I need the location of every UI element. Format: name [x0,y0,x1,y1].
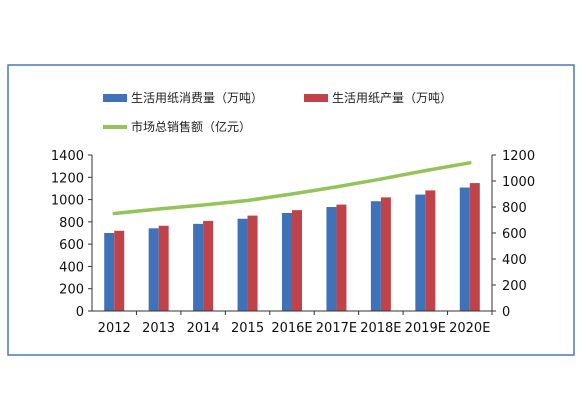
legend-item-sales: 市场总销售额（亿元） [103,119,251,134]
legend-swatch-production [304,94,328,102]
y-left-tick-800: 800 [59,216,84,231]
y-left-tick-400: 400 [59,260,84,275]
bar-consumption-2018E [370,201,381,311]
bar-production-2018E [380,197,391,311]
x-tick-2015: 2015 [231,321,264,336]
x-tick-2020E: 2020E [449,321,490,336]
y-right-tick-600: 600 [502,227,527,242]
y-left-tick-1200: 1200 [51,171,84,186]
legend-swatch-consumption [103,94,127,102]
bar-production-2015 [247,215,258,311]
bar-consumption-2015 [237,218,248,311]
bar-consumption-2013 [148,228,159,311]
y-left-tick-200: 200 [59,283,84,298]
bar-consumption-2017E [326,207,337,311]
x-tick-2014: 2014 [187,321,220,336]
legend-label-production: 生活用纸产量（万吨） [332,91,452,105]
legend-label-consumption: 生活用纸消费量（万吨） [131,91,263,105]
bar-production-2017E [336,204,347,311]
y-right-tick-200: 200 [502,279,527,294]
x-tick-2016E: 2016E [271,321,312,336]
y-right-tick-1200: 1200 [502,149,535,164]
y-right-tick-0: 0 [502,305,510,320]
bar-production-2016E [292,210,302,311]
y-left-tick-1400: 1400 [51,149,84,164]
bar-consumption-2016E [282,212,292,311]
bar-production-2013 [158,225,169,311]
bar-production-2019E [425,190,436,311]
bar-consumption-2014 [193,223,204,311]
y-right-tick-400: 400 [502,253,527,268]
legend-label-sales: 市场总销售额（亿元） [131,119,251,134]
legend-item-consumption: 生活用纸消费量（万吨） [103,91,263,105]
bar-production-2012 [114,230,125,311]
bar-consumption-2012 [104,233,115,311]
y-right-tick-800: 800 [502,201,527,216]
y-left-tick-1000: 1000 [51,194,84,209]
line-sales [112,161,472,216]
y-left-tick-600: 600 [59,238,84,253]
plot-area: 0 200 400 600 800 1000 1200 1400 0 200 400 600 800 10… [51,149,535,336]
x-tick-2013: 2013 [142,321,175,336]
legend-item-production: 生活用纸产量（万吨） [304,91,452,105]
x-tick-2012: 2012 [98,321,131,336]
bar-production-2020E [469,183,480,311]
bar-production-2014 [203,220,214,311]
x-tick-2017E: 2017E [316,321,357,336]
bar-consumption-2019E [415,194,426,311]
x-tick-2019E: 2019E [405,321,446,336]
y-left-tick-0: 0 [76,305,84,320]
x-tick-2018E: 2018E [360,321,401,336]
legend: 生活用纸消费量（万吨） 生活用纸产量（万吨） 市场总销售额（亿元） [103,91,452,134]
y-right-tick-1000: 1000 [502,175,535,190]
bar-consumption-2020E [459,187,470,311]
